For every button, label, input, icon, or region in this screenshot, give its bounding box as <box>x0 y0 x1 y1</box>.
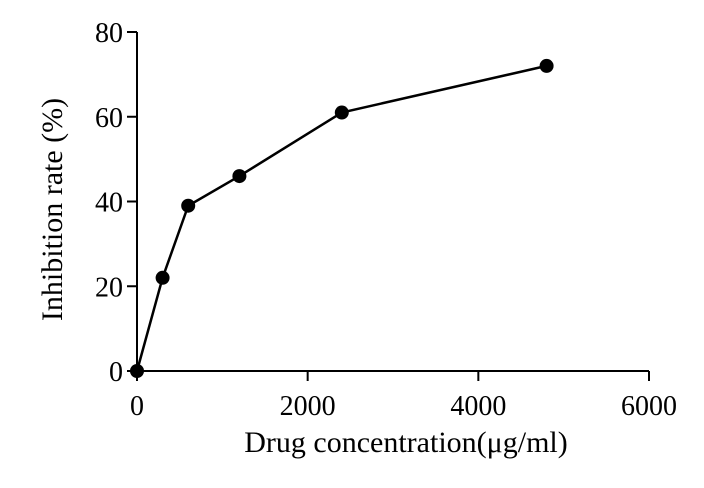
y-tick-label: 0 <box>109 357 123 388</box>
series-layer <box>130 58 554 378</box>
y-tick-label: 80 <box>95 18 123 49</box>
data-point <box>334 105 349 120</box>
data-point <box>155 270 170 285</box>
x-ticks: 0 2000 4000 6000 <box>130 371 677 422</box>
data-point <box>130 364 144 378</box>
y-tick-label: 20 <box>95 272 123 303</box>
x-tick-label: 4000 <box>450 391 506 422</box>
x-axis-title: Drug concentration(μg/ml) <box>244 426 567 459</box>
y-tick-label: 40 <box>95 188 123 219</box>
data-point <box>232 169 247 184</box>
x-tick-label: 0 <box>130 391 144 422</box>
data-point <box>181 198 196 213</box>
x-tick-label: 2000 <box>280 391 336 422</box>
y-ticks: 0 20 40 60 80 <box>95 18 137 388</box>
y-tick-label: 60 <box>95 103 123 134</box>
series-line <box>135 64 547 372</box>
data-point <box>539 58 554 73</box>
axes <box>136 32 649 372</box>
x-tick-label: 6000 <box>621 391 677 422</box>
y-axis-title: Inhibition rate (%) <box>36 98 69 321</box>
